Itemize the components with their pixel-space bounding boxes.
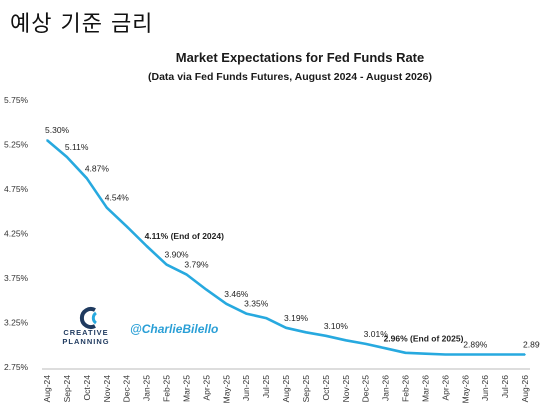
y-tick-label: 4.25% bbox=[4, 229, 29, 239]
x-tick-label: Oct-24 bbox=[82, 375, 92, 401]
data-label: 3.46% bbox=[224, 289, 249, 299]
x-tick-label: Feb-26 bbox=[401, 375, 411, 402]
x-tick-label: Aug-24 bbox=[42, 375, 52, 403]
data-label: 3.79% bbox=[184, 259, 209, 269]
y-tick-label: 2.75% bbox=[4, 362, 29, 372]
data-label: 4.87% bbox=[85, 163, 110, 173]
data-label: 3.01% bbox=[364, 329, 389, 339]
data-label: 2.89% bbox=[523, 340, 540, 350]
data-point bbox=[364, 343, 367, 345]
data-point bbox=[205, 288, 208, 291]
x-tick-label: Jun-26 bbox=[480, 375, 490, 401]
x-tick-label: Aug-25 bbox=[281, 375, 291, 403]
data-point bbox=[265, 317, 267, 319]
data-point bbox=[424, 352, 427, 355]
data-label: 2.89% bbox=[463, 340, 488, 350]
x-tick-label: May-25 bbox=[221, 375, 231, 404]
data-labels: 5.30% 5.11% 4.87% 4.54% 4.11% (End of 2024) 3… bbox=[45, 125, 540, 349]
x-tick-label: Apr-25 bbox=[201, 375, 211, 401]
data-label: 4.11% (End of 2024) bbox=[145, 231, 225, 241]
data-point bbox=[86, 177, 88, 180]
data-label: 5.11% bbox=[65, 142, 89, 152]
data-point bbox=[66, 156, 68, 158]
y-tick-label: 5.75% bbox=[4, 95, 29, 105]
y-axis: 2.75% 3.25% 3.75% 4.25% 4.75% 5.25% 5.75% bbox=[4, 95, 29, 372]
data-point bbox=[125, 225, 128, 228]
data-label: 4.54% bbox=[105, 193, 130, 203]
x-tick-label: Nov-25 bbox=[341, 375, 351, 403]
data-point bbox=[105, 206, 108, 209]
x-tick-label: Dec-25 bbox=[361, 375, 371, 403]
data-label: 3.90% bbox=[165, 250, 190, 260]
data-point bbox=[464, 353, 467, 356]
data-label: 3.10% bbox=[324, 321, 349, 331]
data-point bbox=[165, 263, 168, 266]
x-tick-label: Oct-25 bbox=[321, 375, 331, 401]
data-point bbox=[46, 139, 48, 141]
brand-name-line2: PLANNING bbox=[62, 337, 109, 346]
x-tick-label: Sep-24 bbox=[62, 375, 72, 403]
data-point bbox=[504, 353, 506, 356]
x-axis: Aug-24 Sep-24 Oct-24 Nov-24 Dec-24 Jan-25 Feb-… bbox=[42, 368, 530, 404]
data-point bbox=[444, 353, 447, 356]
data-point bbox=[145, 245, 148, 247]
creative-planning-logo-icon bbox=[79, 307, 98, 329]
data-point bbox=[225, 303, 228, 305]
slide-heading: 예상 기준 금리 bbox=[10, 12, 154, 37]
x-tick-label: Jul-26 bbox=[500, 375, 510, 398]
x-tick-label: Apr-26 bbox=[440, 375, 450, 401]
data-point bbox=[524, 353, 526, 356]
data-label: 3.19% bbox=[284, 313, 309, 323]
x-tick-label: Mar-26 bbox=[420, 375, 430, 402]
data-point bbox=[245, 312, 247, 315]
data-point bbox=[404, 351, 407, 354]
x-tick-label: Jul-25 bbox=[261, 375, 271, 398]
data-point bbox=[344, 339, 347, 342]
x-tick-label: Jun-25 bbox=[241, 375, 251, 401]
x-tick-label: May-26 bbox=[460, 375, 470, 404]
data-point bbox=[484, 353, 486, 356]
data-point bbox=[305, 331, 307, 334]
y-tick-label: 3.25% bbox=[4, 318, 29, 328]
x-tick-label: Mar-25 bbox=[181, 375, 191, 402]
data-label: 2.96% (End of 2025) bbox=[384, 333, 464, 343]
data-point bbox=[185, 273, 188, 276]
y-tick-label: 5.25% bbox=[4, 140, 29, 150]
series-line bbox=[46, 139, 526, 356]
brand-name-line1: CREATIVE bbox=[63, 328, 108, 337]
data-point bbox=[285, 327, 287, 329]
x-tick-label: Aug-26 bbox=[520, 375, 530, 403]
data-label: 3.35% bbox=[244, 299, 269, 309]
chart-subtitle: (Data via Fed Funds Futures, August 2024… bbox=[148, 71, 432, 83]
x-tick-label: Nov-24 bbox=[102, 375, 112, 403]
x-tick-label: Feb-25 bbox=[162, 375, 172, 402]
data-point bbox=[325, 335, 327, 337]
x-tick-label: Jan-25 bbox=[142, 375, 152, 401]
x-tick-label: Jan-26 bbox=[381, 375, 391, 401]
x-tick-label: Sep-25 bbox=[301, 375, 311, 403]
y-tick-label: 3.75% bbox=[4, 273, 29, 283]
brand-logo: CREATIVE PLANNING bbox=[62, 307, 109, 346]
x-tick-label: Dec-24 bbox=[122, 375, 132, 403]
data-label: 5.30% bbox=[45, 125, 70, 135]
data-point bbox=[384, 347, 387, 350]
y-tick-label: 4.75% bbox=[4, 184, 29, 194]
author-handle: @CharlieBilello bbox=[130, 322, 218, 336]
chart-title: Market Expectations for Fed Funds Rate bbox=[176, 50, 425, 65]
